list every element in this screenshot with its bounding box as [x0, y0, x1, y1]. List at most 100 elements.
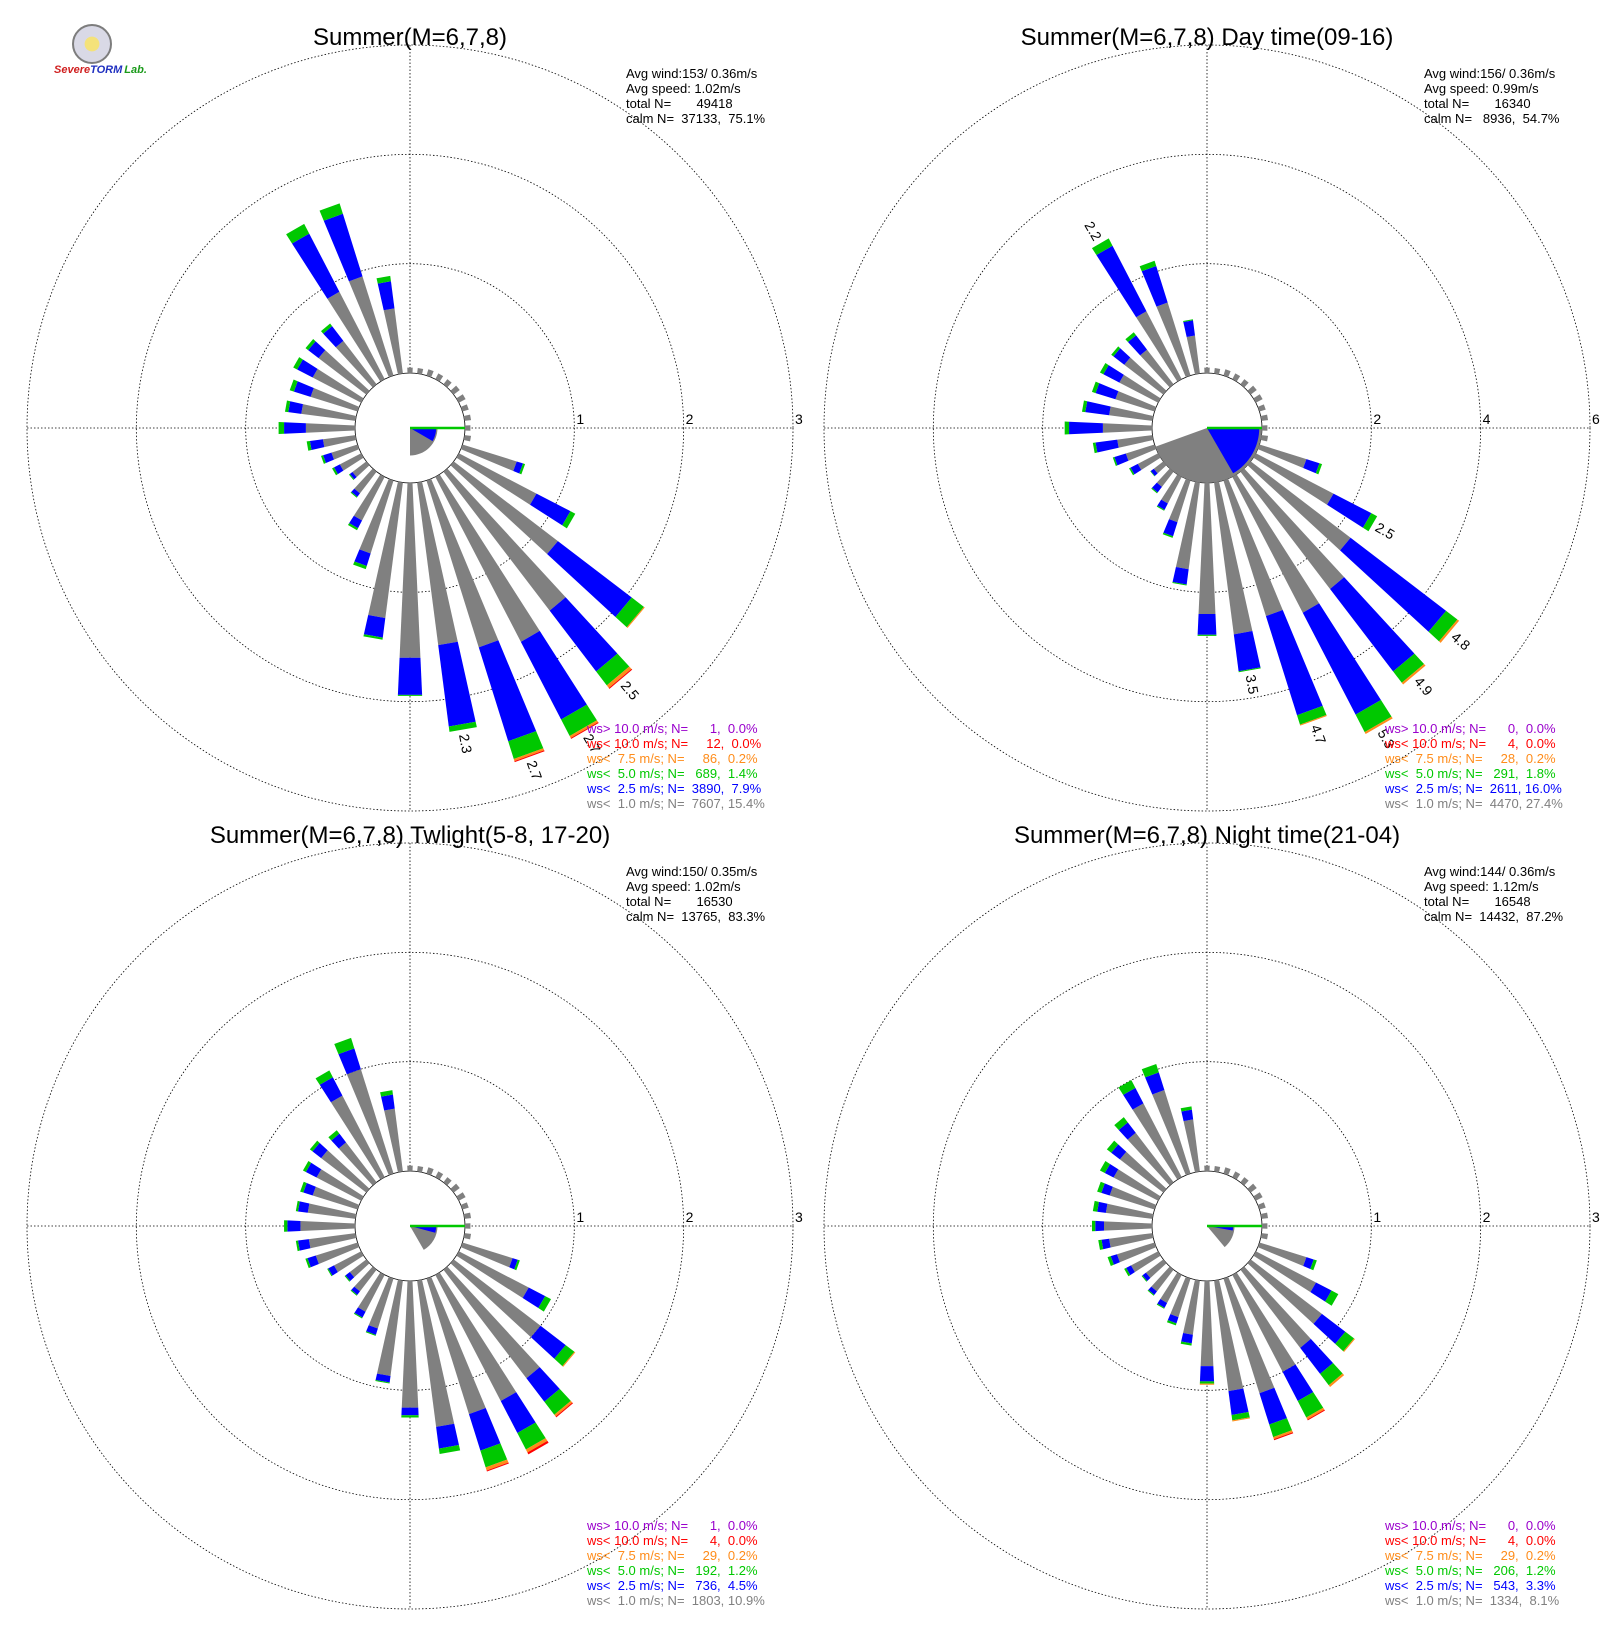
wind-bar-segment-lt-5 [1315, 463, 1323, 475]
wind-bar-segment-lt-2-5 [354, 549, 371, 567]
wind-bar-segment-lt-5 [1099, 1161, 1111, 1174]
wind-bar-segment-lt-2-5 [288, 401, 303, 414]
wind-bar-segment-lt-1 [450, 1259, 541, 1338]
legend-entry: ws> 10.0 m/s; N= 1, 0.0% [586, 721, 758, 736]
wind-bar-segment-lt-1 [354, 1266, 377, 1292]
wind-bar-segment-lt-5 [305, 1258, 311, 1269]
wind-bar-segment-lt-2-5 [1085, 401, 1111, 416]
wind-bar-segment-lt-5 [1092, 1200, 1099, 1212]
wind-bar-segment-lt-1 [1169, 478, 1191, 523]
wind-bar-segment-lt-1 [318, 350, 370, 395]
wind-bar-segment-lt-2-5 [549, 597, 618, 672]
bar-value-label: 4.8 [1448, 629, 1473, 654]
wind-bar-segment-lt-5 [1320, 1363, 1343, 1386]
wind-bar-segment-lt-1 [1117, 435, 1154, 448]
wind-bar-segment-lt-10 [1273, 1432, 1294, 1441]
wind-bar-segment-lt-5 [1297, 705, 1327, 725]
legend-entry: ws< 2.5 m/s; N= 2611, 16.0% [1384, 781, 1562, 796]
wind-bar-segment-lt-2-5 [1282, 1364, 1314, 1402]
bar-value-label: 2.5 [1373, 519, 1398, 543]
radial-tick-label: 3 [1592, 1209, 1600, 1225]
legend-entry: ws< 2.5 m/s; N= 3890, 7.9% [586, 781, 762, 796]
legend-entry: ws> 10.0 m/s; N= 0, 0.0% [1384, 1518, 1556, 1533]
wind-bar-segment-lt-7-5 [1328, 1373, 1345, 1387]
wind-bar-segment-lt-2-5 [351, 1286, 360, 1295]
wind-bar-segment-lt-5 [344, 1275, 351, 1282]
wind-bar-segment-lt-5 [302, 1161, 312, 1173]
bar-value-label: 3.5 [1243, 673, 1262, 695]
wind-bar-segment-lt-1 [349, 1259, 370, 1278]
wind-bar-segment-lt-7-5 [1199, 1383, 1215, 1385]
wind-bar-segment-lt-5 [1231, 1411, 1250, 1421]
wind-bar-segment-lt-5 [514, 1259, 520, 1271]
wind-bar-segment-lt-5 [1151, 487, 1158, 494]
wind-bar-segment-lt-5 [380, 1090, 393, 1097]
wind-rose-panel-night-time: Summer(M=6,7,8) Night time(21-04) 1 2 3 Avg … [823, 822, 1600, 1610]
wind-bar-segment-lt-1 [1214, 481, 1253, 635]
wind-bar-segment-lt-1 [1204, 1165, 1210, 1172]
wind-bar-segment-lt-1 [456, 453, 537, 505]
wind-bar-segment-lt-2-5 [331, 1133, 347, 1149]
legend-entry: ws< 10.0 m/s; N= 4, 0.0% [1384, 1533, 1556, 1548]
wind-bar-segment-lt-5 [561, 704, 597, 737]
wind-bar-segment-lt-1 [310, 387, 360, 412]
legend-entry: ws< 10.0 m/s; N= 4, 0.0% [586, 1533, 758, 1548]
wind-bar-segment-lt-1 [1119, 1151, 1167, 1193]
wind-bar-segment-lt-1 [333, 1251, 364, 1273]
wind-bar-segment-lt-2-5 [1110, 1254, 1120, 1265]
wind-bar-segment-lt-2-5 [530, 493, 571, 526]
wind-bar-segment-lt-5 [1081, 400, 1088, 413]
wind-bar-segment-lt-1 [1253, 453, 1334, 505]
wind-bar-segment-lt-1 [357, 1272, 385, 1312]
wind-bar-segment-lt-2-5 [1095, 383, 1119, 400]
wind-bar-segment-lt-1 [1161, 474, 1182, 504]
range-ring [26, 842, 794, 1610]
wind-bar-segment-lt-1 [401, 1280, 419, 1408]
wind-bar-segment-lt-1 [417, 368, 424, 375]
wind-bar-segment-lt-10 [1307, 1409, 1325, 1421]
wind-bar-segment-lt-7-5 [485, 1459, 509, 1471]
wind-bar-segment-lt-5 [353, 561, 367, 570]
wind-bar-segment-lt-7-5 [626, 606, 645, 629]
wind-bar-segment-lt-5 [1197, 634, 1217, 636]
wind-bar-segment-lt-5 [1099, 363, 1109, 375]
wind-bar-segment-lt-1 [300, 1221, 356, 1231]
wind-bar-segment-lt-1 [456, 394, 466, 403]
wind-bar-segment-lt-2-5 [1300, 1338, 1334, 1374]
wind-bar-segment-lt-5 [320, 323, 333, 334]
wind-bar-segment-lt-1 [1214, 1279, 1244, 1392]
wind-bar-segment-lt-1 [1119, 374, 1161, 403]
wind-bar-segment-lt-5 [1064, 421, 1070, 435]
wind-bar-segment-lt-5 [538, 1296, 552, 1312]
wind-bar-segment-lt-5 [1107, 1256, 1114, 1267]
wind-bar-segment-lt-5 [1183, 319, 1194, 323]
wind-bar-segment-lt-2-5 [292, 233, 340, 299]
wind-bar-segment-lt-2-5 [547, 541, 632, 617]
wind-bar-segment-lt-7-5 [525, 1438, 548, 1453]
wind-bar-segment-lt-2-5 [397, 657, 423, 695]
wind-bar-segment-lt-2-5 [500, 1392, 536, 1434]
wind-bar-segment-lt-2-5 [1101, 1183, 1113, 1196]
wind-bar-segment-lt-2-5 [1118, 1122, 1136, 1140]
wind-bar-segment-lt-1 [368, 1276, 394, 1329]
wind-bar-segment-lt-1 [1145, 1259, 1167, 1279]
wind-bar-segment-lt-10 [555, 1402, 574, 1418]
wind-bar-segment-lt-1 [1156, 302, 1191, 378]
wind-bar-segment-lt-5 [1310, 1259, 1317, 1271]
wind-bar-segment-lt-1 [312, 1186, 360, 1210]
wind-bar-segment-lt-1 [1257, 404, 1266, 412]
wind-bar-segment-lt-2-5 [333, 464, 344, 475]
wind-bar-segment-lt-2-5 [1114, 453, 1129, 466]
wind-bar-segment-lt-5 [1125, 332, 1137, 343]
wind-bar-segment-lt-7-5 [1343, 1338, 1355, 1353]
wind-bar-segment-lt-1 [321, 1150, 370, 1193]
legend-entry: ws< 5.0 m/s; N= 192, 1.2% [586, 1563, 758, 1578]
wind-bar-segment-lt-1 [435, 474, 540, 642]
wind-bar-segment-lt-5 [295, 1240, 300, 1252]
wind-bar-segment-lt-5 [1297, 1392, 1324, 1418]
wind-bar-segment-lt-1 [352, 461, 370, 478]
bar-value-label: 4.9 [1411, 673, 1436, 698]
wind-bar-segment-lt-5 [397, 694, 423, 696]
wind-bar-segment-lt-2-5 [1310, 1282, 1332, 1302]
wind-bar-segment-lt-2-5 [530, 1325, 566, 1359]
